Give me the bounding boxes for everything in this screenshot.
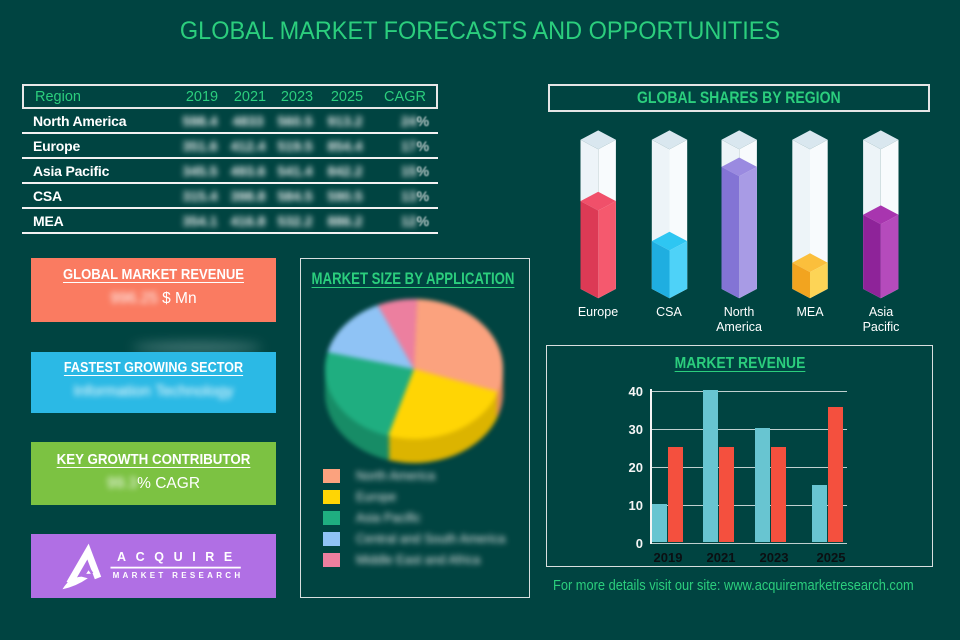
svg-text:MARKET RESEARCH: MARKET RESEARCH	[113, 571, 244, 580]
svg-text:ACQUIRE: ACQUIRE	[117, 550, 242, 564]
